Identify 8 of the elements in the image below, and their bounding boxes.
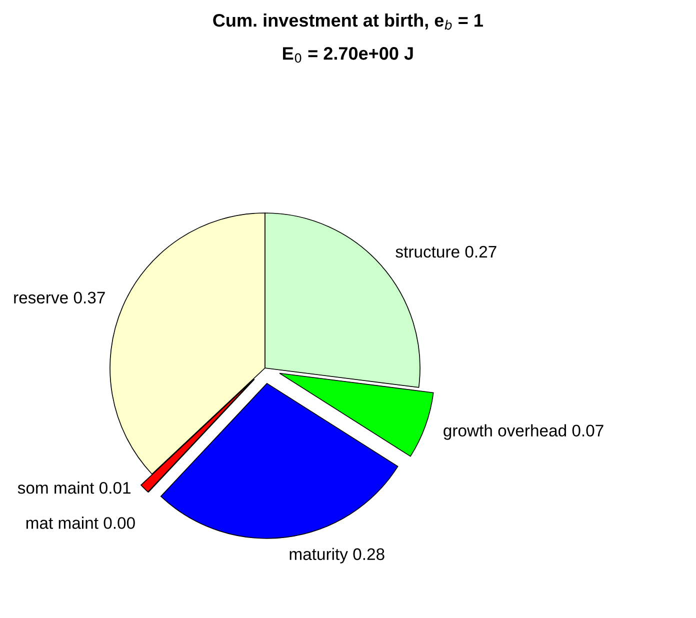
slice-label: reserve 0.37 <box>14 292 105 304</box>
slice-label: som maint 0.01 <box>18 482 130 494</box>
slice-label: structure 0.27 <box>396 246 496 258</box>
slice-label: growth overhead 0.07 <box>444 424 604 440</box>
chart-subtitle: E$_{0}$ = 2.70e+00 J <box>283 47 413 63</box>
category-label: mat maint 0.00 <box>26 516 135 529</box>
chart-title: Cum. investment at birth, e$_{b}$ = 1 <box>213 13 483 30</box>
slice-label: maturity 0.28 <box>290 548 384 564</box>
